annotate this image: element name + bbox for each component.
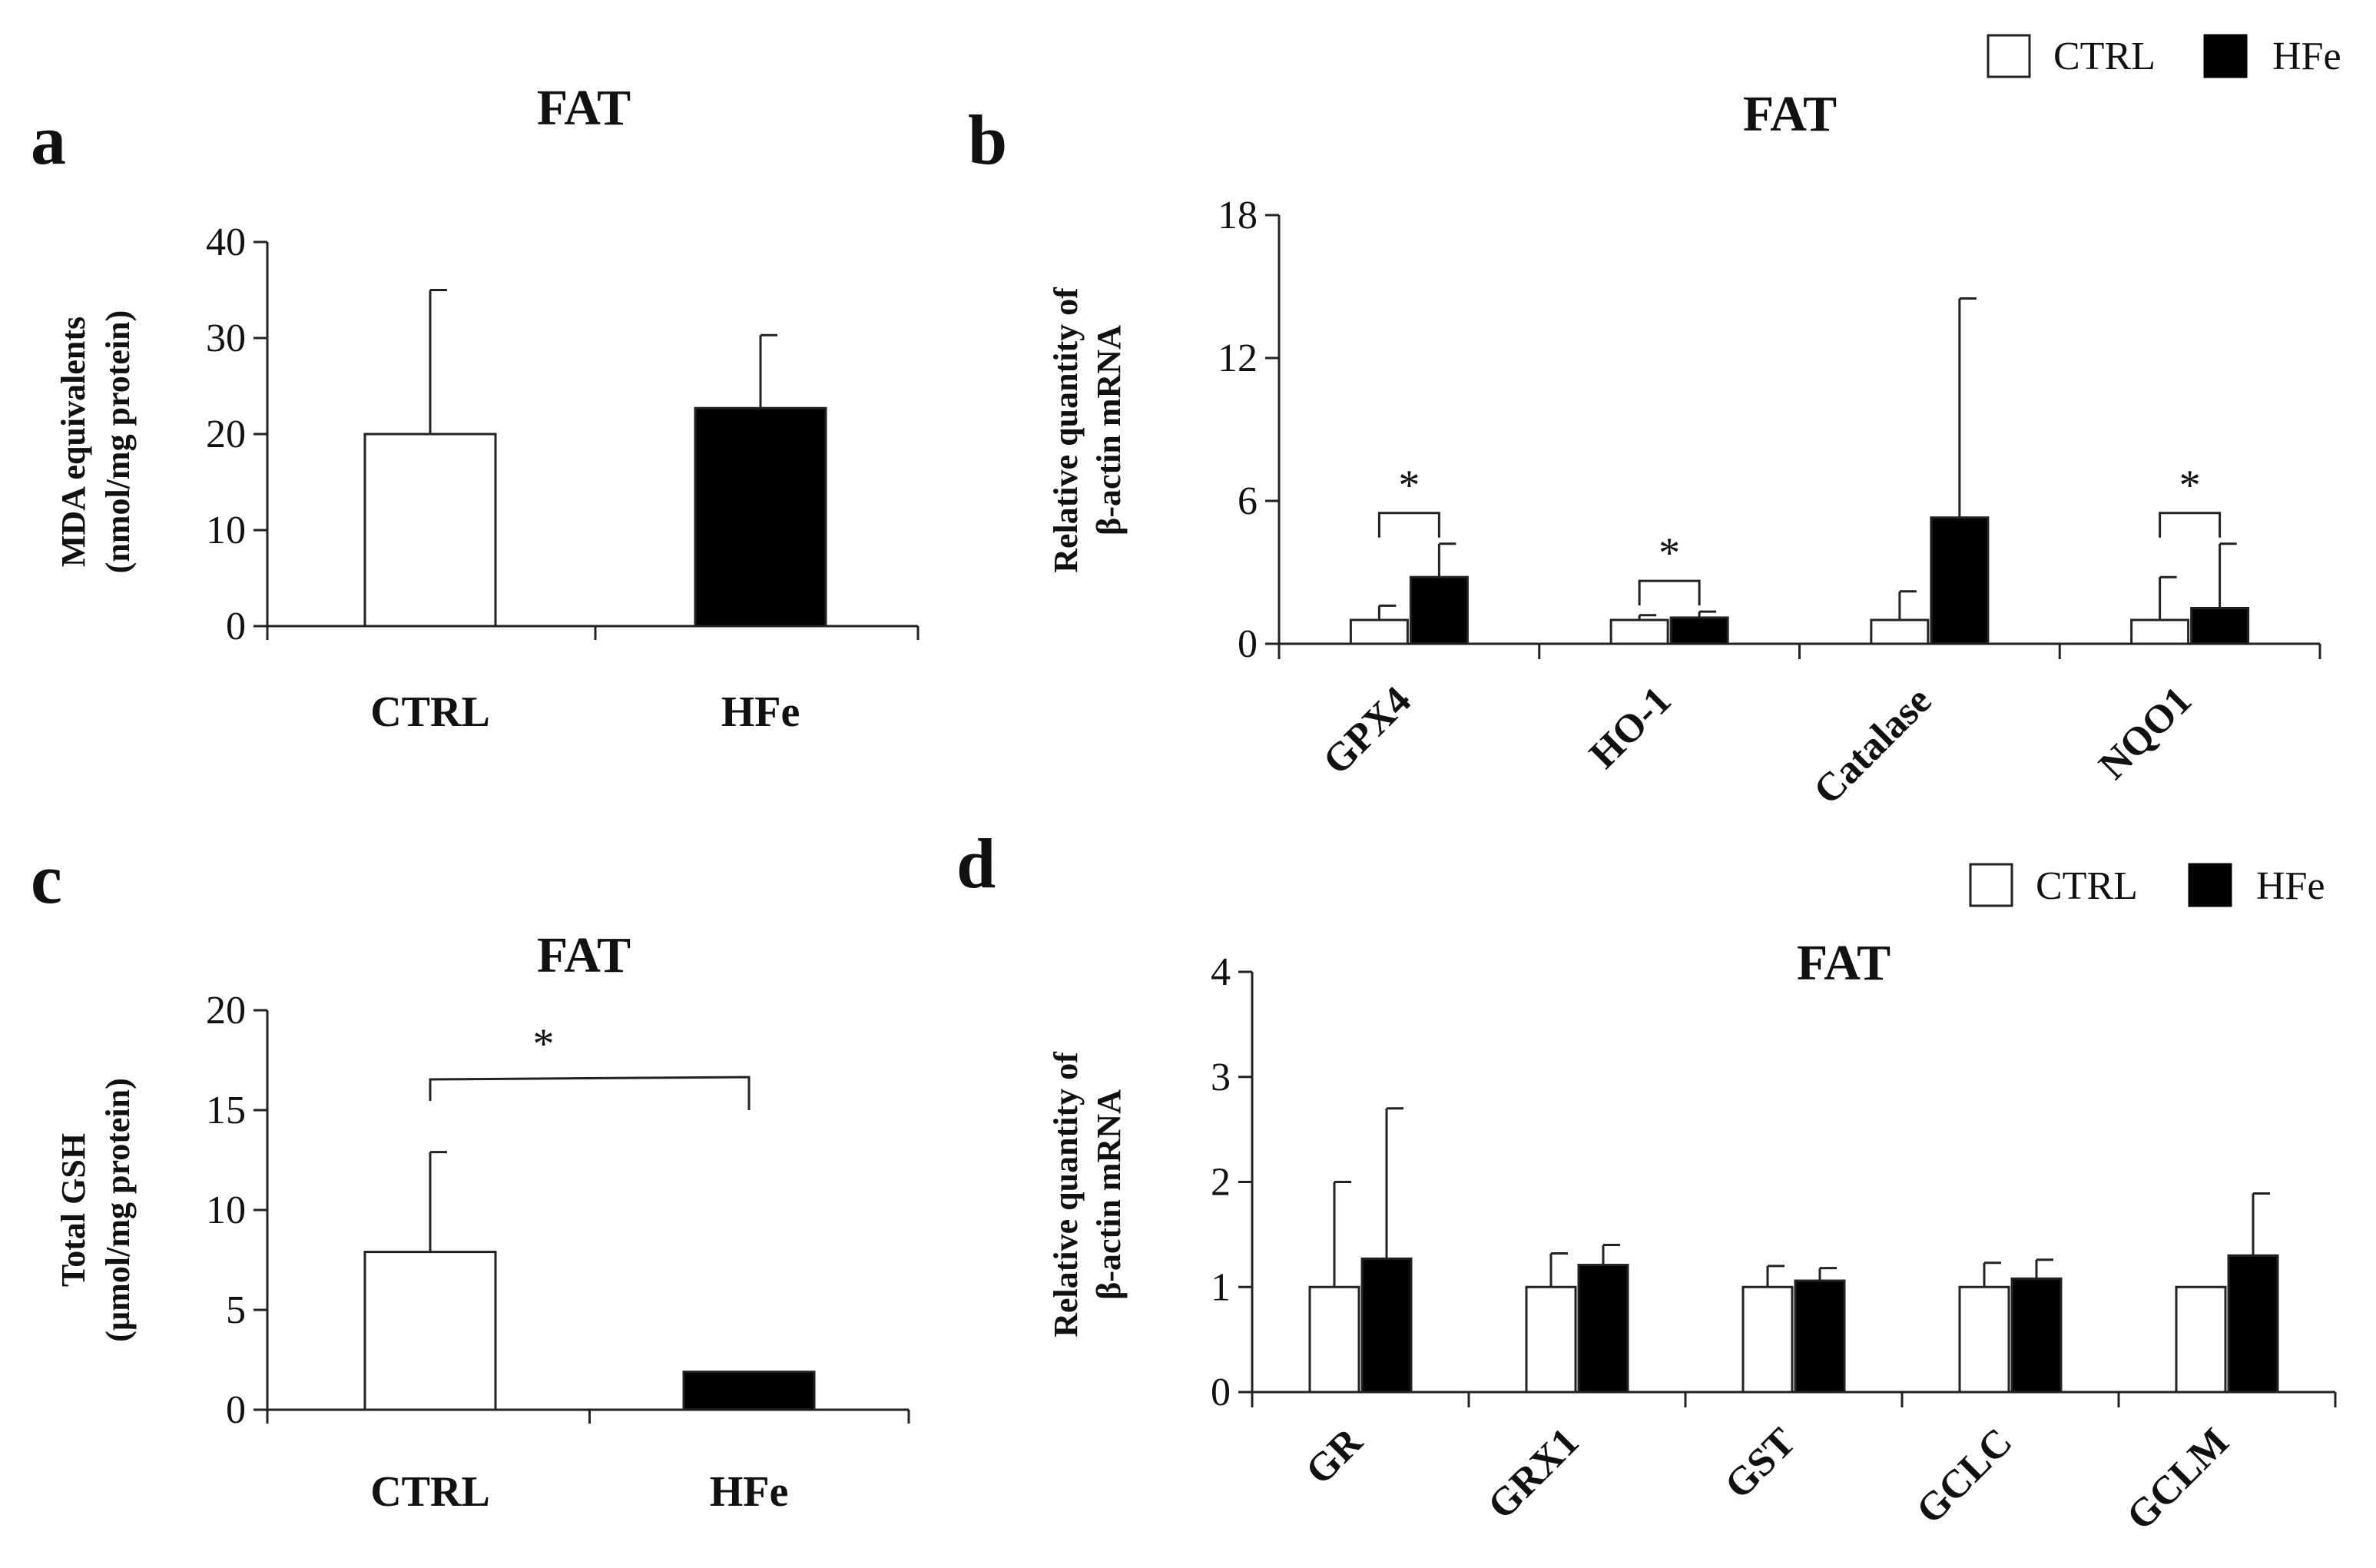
panel-b-significance-bracket: [2159, 512, 2222, 538]
panel-a: a FAT MDA equivalents (nmol/mg protein) …: [31, 80, 920, 736]
panel-d-ylabel-line1: Relative quantity of: [1047, 1051, 1085, 1338]
panel-b-bar-ho-1-hfe: [1669, 616, 1729, 645]
panel-label-a: a: [31, 101, 66, 179]
panel-d-category-label: GST: [1717, 1420, 1804, 1507]
panel-d-ylabel-line2: β-actin mRNA: [1090, 1089, 1128, 1300]
panel-d-bar-gr-ctrl: [1308, 1285, 1360, 1394]
panel-label-c: c: [31, 840, 62, 918]
panel-b-significance-star: *: [1659, 529, 1680, 577]
panel-d-category-label: GCLM: [2119, 1420, 2238, 1539]
panel-c-ytick-label: 15: [206, 1089, 246, 1132]
panel-d-plot: 0 1 2 3 4 GR GRX1 GST GCLC GCLM: [1211, 950, 2337, 1539]
panel-b-bar-catalase-ctrl: [1870, 618, 1930, 645]
panel-b-bar-catalase-hfe: [1930, 516, 1990, 645]
panel-c-plot: 0 5 10 15 20 CTRL HFe *: [206, 989, 910, 1516]
panel-d-bar-gst-ctrl: [1741, 1285, 1794, 1394]
panel-d-bar-gclc-hfe: [2010, 1277, 2063, 1394]
panel-b-bar-ho-1-ctrl: [1609, 618, 1669, 645]
panel-d-category-label: GR: [1297, 1419, 1371, 1493]
panel-c-category-label: HFe: [710, 1468, 789, 1516]
panel-c-ytick-label: 10: [206, 1188, 246, 1232]
panel-b: CTRL HFe b FAT Relative quantity of β-ac…: [968, 34, 2341, 813]
panel-c-category-label: CTRL: [370, 1468, 490, 1516]
panel-b-category-label: NQO1: [2091, 678, 2200, 787]
panel-b-plot: 0 6 12 18 GPX4 * HO-1 * Catalase NQO1 *: [1218, 194, 2321, 813]
panel-d-ytick-label: 4: [1211, 950, 1231, 994]
legend-b-hfe-label: HFe: [2272, 35, 2341, 78]
panel-d-ytick-label: 2: [1211, 1161, 1231, 1205]
panel-b-significance-star: *: [1398, 462, 1420, 509]
panel-c-ytick-label: 5: [226, 1288, 246, 1332]
panel-c-title: FAT: [537, 927, 631, 983]
panel-c-ytick-label: 0: [226, 1388, 246, 1432]
panel-a-title: FAT: [537, 80, 631, 136]
panel-d-category-label: GCLC: [1908, 1420, 2021, 1533]
panel-d-title: FAT: [1797, 935, 1891, 991]
panel-d-bar-gclm-ctrl: [2175, 1285, 2227, 1394]
panel-d-bar-gr-hfe: [1360, 1257, 1413, 1394]
panel-a-ytick-label: 10: [206, 509, 246, 552]
panel-d: d CTRL HFe FAT Relative quantity of β-ac…: [956, 824, 2337, 1539]
legend-d: CTRL HFe: [1969, 863, 2325, 908]
legend-d-hfe-swatch: [2188, 863, 2232, 907]
panel-b-bar-nqo1-hfe: [2190, 607, 2250, 645]
panel-b-category-label: GPX4: [1315, 678, 1420, 783]
panel-b-ytick-label: 6: [1238, 479, 1258, 523]
legend-d-hfe-label: HFe: [2256, 864, 2325, 908]
panel-a-ytick-label: 30: [206, 317, 246, 360]
panel-c: c FAT Total GSH (µmol/mg protein) 0 5 10 15…: [31, 840, 910, 1516]
panel-b-significance-bracket: [1638, 579, 1701, 606]
panel-c-ylabel-line2: (µmol/mg protein): [99, 1078, 137, 1342]
panel-b-significance-bracket: [1377, 512, 1440, 538]
panel-b-category-label: HO-1: [1581, 678, 1679, 777]
panel-d-ytick-label: 0: [1211, 1371, 1231, 1414]
panel-a-plot: 0 10 20 30 40 CTRL HFe: [206, 220, 920, 736]
panel-a-ytick-label: 0: [226, 605, 246, 648]
panel-label-b: b: [968, 101, 1007, 179]
panel-d-bar-gst-hfe: [1794, 1279, 1846, 1394]
panel-d-ytick-label: 3: [1211, 1056, 1231, 1099]
panel-a-bar-hfe: [694, 406, 827, 628]
panel-d-ytick-label: 1: [1211, 1265, 1231, 1309]
panel-d-bar-gclc-ctrl: [1958, 1285, 2010, 1394]
legend-b-ctrl-label: CTRL: [2053, 35, 2156, 78]
panel-d-bar-grx1-hfe: [1577, 1264, 1629, 1394]
panel-c-ylabel-line1: Total GSH: [55, 1133, 92, 1287]
panel-a-ylabel-line2: (nmol/mg protein): [99, 310, 137, 574]
legend-d-ctrl-swatch: [1969, 863, 2013, 907]
panel-b-ytick-label: 18: [1218, 194, 1258, 237]
legend-b-ctrl-swatch: [1987, 34, 2031, 78]
panel-c-significance-bracket: [429, 1076, 751, 1110]
panel-a-ytick-label: 20: [206, 413, 246, 456]
legend-d-ctrl-label: CTRL: [2036, 864, 2138, 908]
panel-b-ytick-label: 0: [1238, 622, 1258, 666]
panel-a-bar-ctrl: [363, 433, 497, 628]
panel-c-ytick-label: 20: [206, 989, 246, 1033]
legend-b: CTRL HFe: [1987, 34, 2341, 78]
panel-d-bar-grx1-ctrl: [1525, 1285, 1577, 1394]
panel-c-bar-hfe: [682, 1371, 816, 1411]
panel-b-title: FAT: [1743, 86, 1837, 142]
panel-a-category-label: CTRL: [370, 688, 490, 736]
panel-b-ytick-label: 12: [1218, 336, 1258, 380]
panel-c-significance-star: *: [533, 1020, 555, 1068]
panel-b-ylabel-line2: β-actin mRNA: [1090, 325, 1128, 535]
panel-c-bar-ctrl: [363, 1251, 497, 1411]
panel-a-ytick-label: 40: [206, 220, 246, 264]
panel-b-significance-star: *: [2179, 462, 2201, 509]
panel-b-category-label: Catalase: [1805, 678, 1940, 813]
panel-b-ylabel-line1: Relative quantity of: [1047, 287, 1085, 573]
legend-b-hfe-swatch: [2203, 34, 2248, 78]
panel-b-bar-gpx4-hfe: [1409, 575, 1469, 645]
panel-d-bar-gclm-hfe: [2227, 1254, 2279, 1394]
panel-a-category-label: HFe: [721, 688, 800, 736]
panel-b-bar-nqo1-ctrl: [2130, 618, 2190, 645]
panel-a-ylabel-line1: MDA equivalents: [55, 317, 92, 567]
panel-b-bar-gpx4-ctrl: [1349, 618, 1409, 645]
panel-d-category-label: GRX1: [1480, 1420, 1587, 1527]
panel-label-d: d: [956, 824, 996, 903]
